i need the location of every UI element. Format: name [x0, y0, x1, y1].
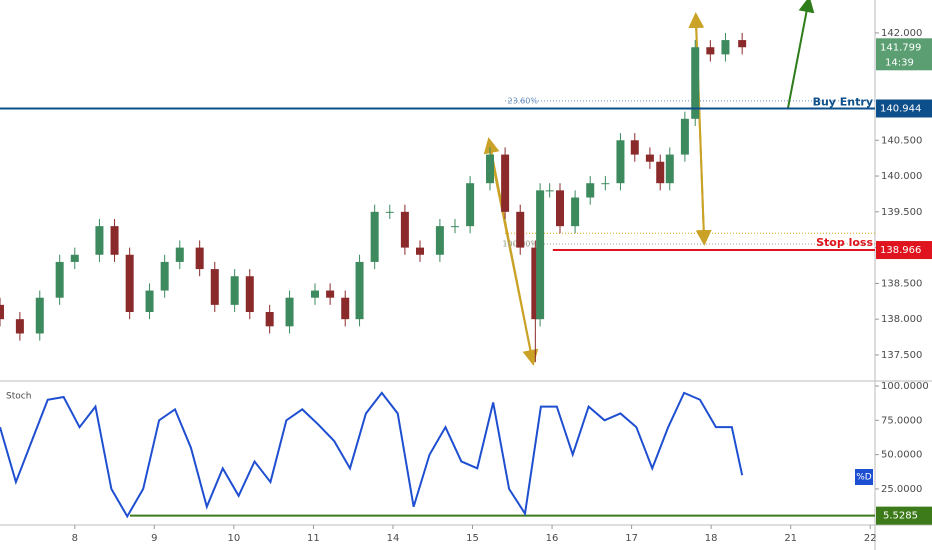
x-tick-label: 22	[864, 533, 877, 544]
candle-body	[326, 290, 335, 298]
candle-body	[125, 254, 134, 313]
price-tag-label: 138.966	[880, 245, 921, 256]
candle-body	[70, 254, 79, 262]
candle-body	[738, 40, 747, 48]
line-tag	[855, 469, 873, 485]
arrow	[787, 0, 815, 109]
y-tick-label: 139.500	[881, 207, 922, 218]
candle-body	[435, 226, 444, 255]
candle-body	[665, 154, 674, 184]
y-tick-label: 25.0000	[881, 484, 922, 495]
x-tick-label: 18	[705, 533, 718, 544]
candle-body	[385, 211, 394, 213]
candle-body	[516, 211, 525, 248]
candle-body	[285, 297, 294, 327]
candle-body	[556, 190, 564, 227]
candle-body	[311, 290, 319, 298]
candle-body	[706, 47, 715, 55]
candle-body	[230, 276, 239, 305]
x-tick-label: 21	[784, 533, 797, 544]
y-tick-label: 75.0000	[881, 415, 922, 426]
price-tag-label: 140.944	[880, 103, 921, 114]
candle-body	[586, 183, 595, 198]
candle-body	[616, 140, 625, 184]
candle-body	[341, 297, 350, 320]
y-tick-label: 140.000	[881, 171, 922, 182]
candle-body	[645, 154, 654, 162]
x-tick-label: 14	[387, 533, 400, 544]
stoch-label: Stoch	[6, 392, 31, 402]
x-tick-label: 17	[625, 533, 638, 544]
x-tick-label: 16	[546, 533, 559, 544]
stop-loss-label: Stop loss	[816, 236, 873, 249]
stoch-line	[0, 391, 744, 519]
price-tag	[876, 99, 932, 118]
y-tick-label: 142.000	[881, 28, 922, 39]
y-tick-label: 140.500	[881, 135, 922, 146]
candle-body	[355, 261, 364, 320]
candle-body	[416, 247, 424, 255]
buy-entry-label: Buy Entry	[813, 95, 873, 108]
candle-body	[536, 190, 545, 320]
price-tag-label: 141.799	[880, 42, 921, 53]
candle-body	[0, 304, 4, 320]
candle-body	[400, 211, 409, 248]
countdown-label: 14:39	[885, 57, 914, 68]
candle-body	[466, 183, 475, 227]
candle-body	[531, 247, 540, 320]
candle-body	[160, 261, 169, 291]
candle-body	[545, 190, 554, 192]
candle-body	[35, 297, 44, 334]
candle-body	[15, 319, 24, 334]
x-tick-label: 8	[72, 533, 78, 544]
candle-body	[656, 161, 665, 184]
candle-body	[691, 47, 700, 119]
y-tick-label: 137.500	[881, 350, 922, 361]
y-tick-label: 50.0000	[881, 450, 922, 461]
y-tick-label: 138.000	[881, 314, 922, 325]
candle-body	[486, 154, 494, 184]
candle-body	[175, 247, 184, 262]
candle-body	[501, 154, 510, 212]
candle-body	[195, 247, 204, 270]
arrow	[483, 137, 533, 359]
price-tag	[876, 506, 932, 525]
candle-body	[680, 118, 689, 155]
line-tag-label: %D	[856, 473, 872, 483]
y-tick-label: 138.500	[881, 278, 922, 289]
price-tag	[876, 38, 932, 71]
candle-body	[145, 290, 154, 313]
candle-body	[370, 211, 379, 262]
candle-body	[451, 226, 459, 228]
price-tag	[876, 241, 932, 260]
y-tick-label: 100.0000	[881, 381, 929, 392]
x-tick-label: 9	[151, 533, 157, 544]
candle-body	[571, 197, 580, 227]
candle-body	[265, 312, 274, 327]
candle-body	[601, 183, 610, 185]
candle-body	[721, 40, 730, 55]
candle-body	[110, 226, 119, 255]
fib-label: 23.60%	[507, 96, 538, 105]
x-tick-label: 15	[466, 533, 479, 544]
candle-body	[210, 269, 219, 305]
candle-body	[245, 276, 254, 313]
price-tag-label: 5.5285	[883, 511, 918, 522]
x-tick-label: 10	[227, 533, 240, 544]
candle-body	[95, 226, 104, 255]
candle-body	[55, 261, 64, 298]
candle-body	[630, 140, 639, 155]
x-tick-label: 11	[307, 533, 320, 544]
